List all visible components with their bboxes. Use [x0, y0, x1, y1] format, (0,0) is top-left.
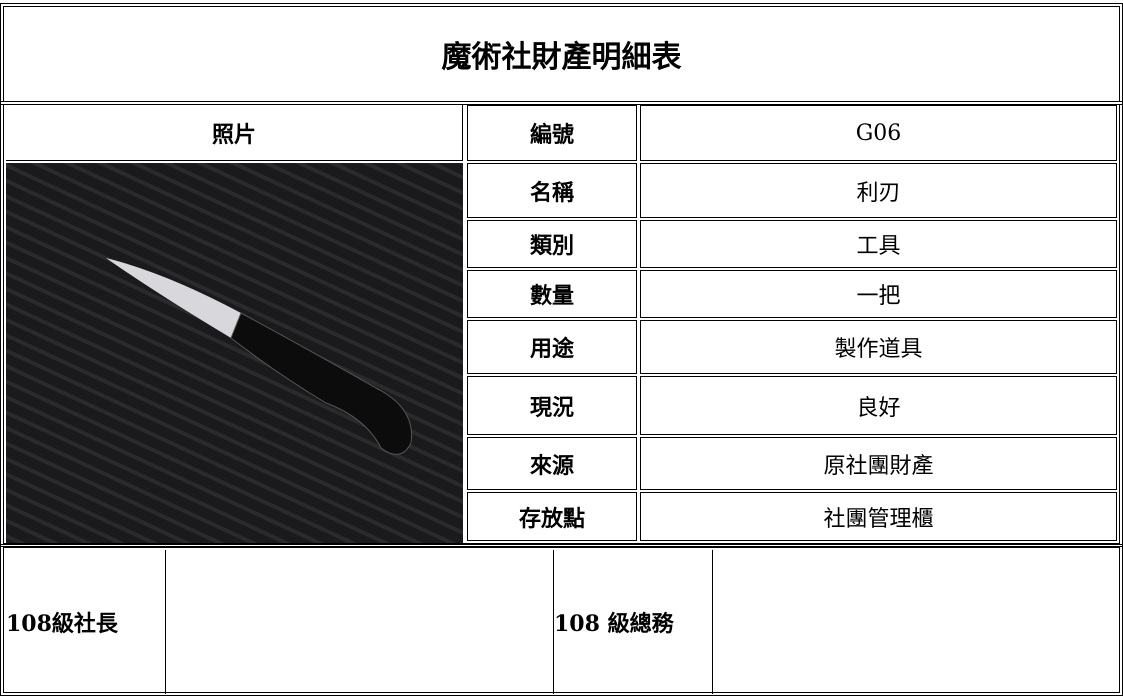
photo [6, 163, 463, 543]
signature-label: 108 級總務 [553, 550, 713, 694]
field-label: 用途 [467, 320, 637, 374]
field-value: 社團管理櫃 [640, 492, 1117, 541]
field-label: 現況 [467, 376, 637, 435]
field-value: 工具 [640, 220, 1117, 268]
field-label: 名稱 [467, 163, 637, 218]
field-value: 利刃 [640, 163, 1117, 218]
field-label: 來源 [467, 437, 637, 490]
photo-label: 照片 [6, 105, 463, 161]
field-value: 原社團財產 [640, 437, 1117, 490]
field-value: 製作道具 [640, 320, 1117, 374]
field-label: 編號 [467, 105, 637, 161]
field-label: 存放點 [467, 492, 637, 541]
field-value: 良好 [640, 376, 1117, 435]
field-label: 數量 [467, 270, 637, 318]
title: 魔術社財產明細表 [441, 40, 682, 75]
field-value: G06 [640, 105, 1117, 161]
signature-frame [0, 544, 1123, 696]
signature-label: 108級社長 [6, 550, 166, 694]
field-value: 一把 [640, 270, 1117, 318]
field-label: 類別 [467, 220, 637, 268]
knife-photo [6, 163, 463, 543]
